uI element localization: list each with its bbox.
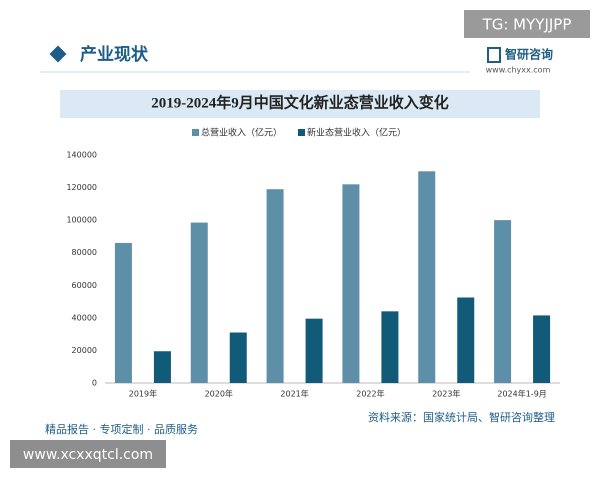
y-tick-label: 140000 — [66, 151, 97, 160]
brand-logo — [487, 47, 501, 63]
site-box — [10, 440, 166, 468]
bar — [190, 222, 208, 383]
section-title: 产业现状 — [80, 44, 149, 65]
bar — [229, 332, 247, 383]
bar — [533, 315, 551, 383]
bar — [457, 297, 475, 383]
y-tick-label: 100000 — [66, 216, 97, 225]
bar — [114, 242, 132, 383]
y-tick-label: 20000 — [72, 346, 97, 355]
y-tick-label: 80000 — [72, 248, 97, 257]
x-tick-label: 2024年1-9月 — [497, 389, 546, 399]
x-tick-label: 2020年 — [205, 389, 233, 399]
x-tick-label: 2021年 — [280, 389, 308, 399]
site: www.xcxxqtcl.com — [23, 447, 153, 463]
bar — [266, 189, 284, 383]
y-tick-label: 0 — [92, 379, 97, 388]
x-tick-label: 2022年 — [356, 389, 384, 399]
y-tick-label: 40000 — [72, 313, 97, 322]
brand-url: www.chyxx.com — [486, 66, 551, 75]
chart-title: 2019-2024年9月中国文化新业态营业收入变化 — [151, 93, 449, 111]
bar — [342, 184, 360, 383]
source: 资料来源：国家统计局、智研咨询整理 — [368, 410, 555, 424]
bar — [381, 311, 399, 383]
legend-swatch — [298, 129, 305, 136]
bar — [305, 318, 323, 383]
bar — [494, 220, 512, 383]
y-tick-label: 60000 — [72, 281, 97, 290]
y-tick-label: 120000 — [66, 183, 97, 192]
bar — [153, 351, 171, 383]
brand-name: 智研咨询 — [504, 47, 553, 62]
tag: TG: MYYJJPP — [482, 16, 572, 34]
title-band — [60, 90, 540, 118]
slogan: 精品报告 · 专项定制 · 品质服务 — [45, 422, 198, 436]
x-tick-label: 2019年 — [129, 389, 157, 399]
tag-box — [464, 10, 590, 38]
x-tick-label: 2023年 — [432, 389, 460, 399]
legend-swatch — [192, 129, 199, 136]
bar — [418, 171, 436, 383]
section-icon — [49, 45, 67, 63]
legend-label: 总营业收入（亿元） — [201, 127, 282, 139]
legend-label: 新业态营业收入（亿元） — [307, 127, 406, 139]
